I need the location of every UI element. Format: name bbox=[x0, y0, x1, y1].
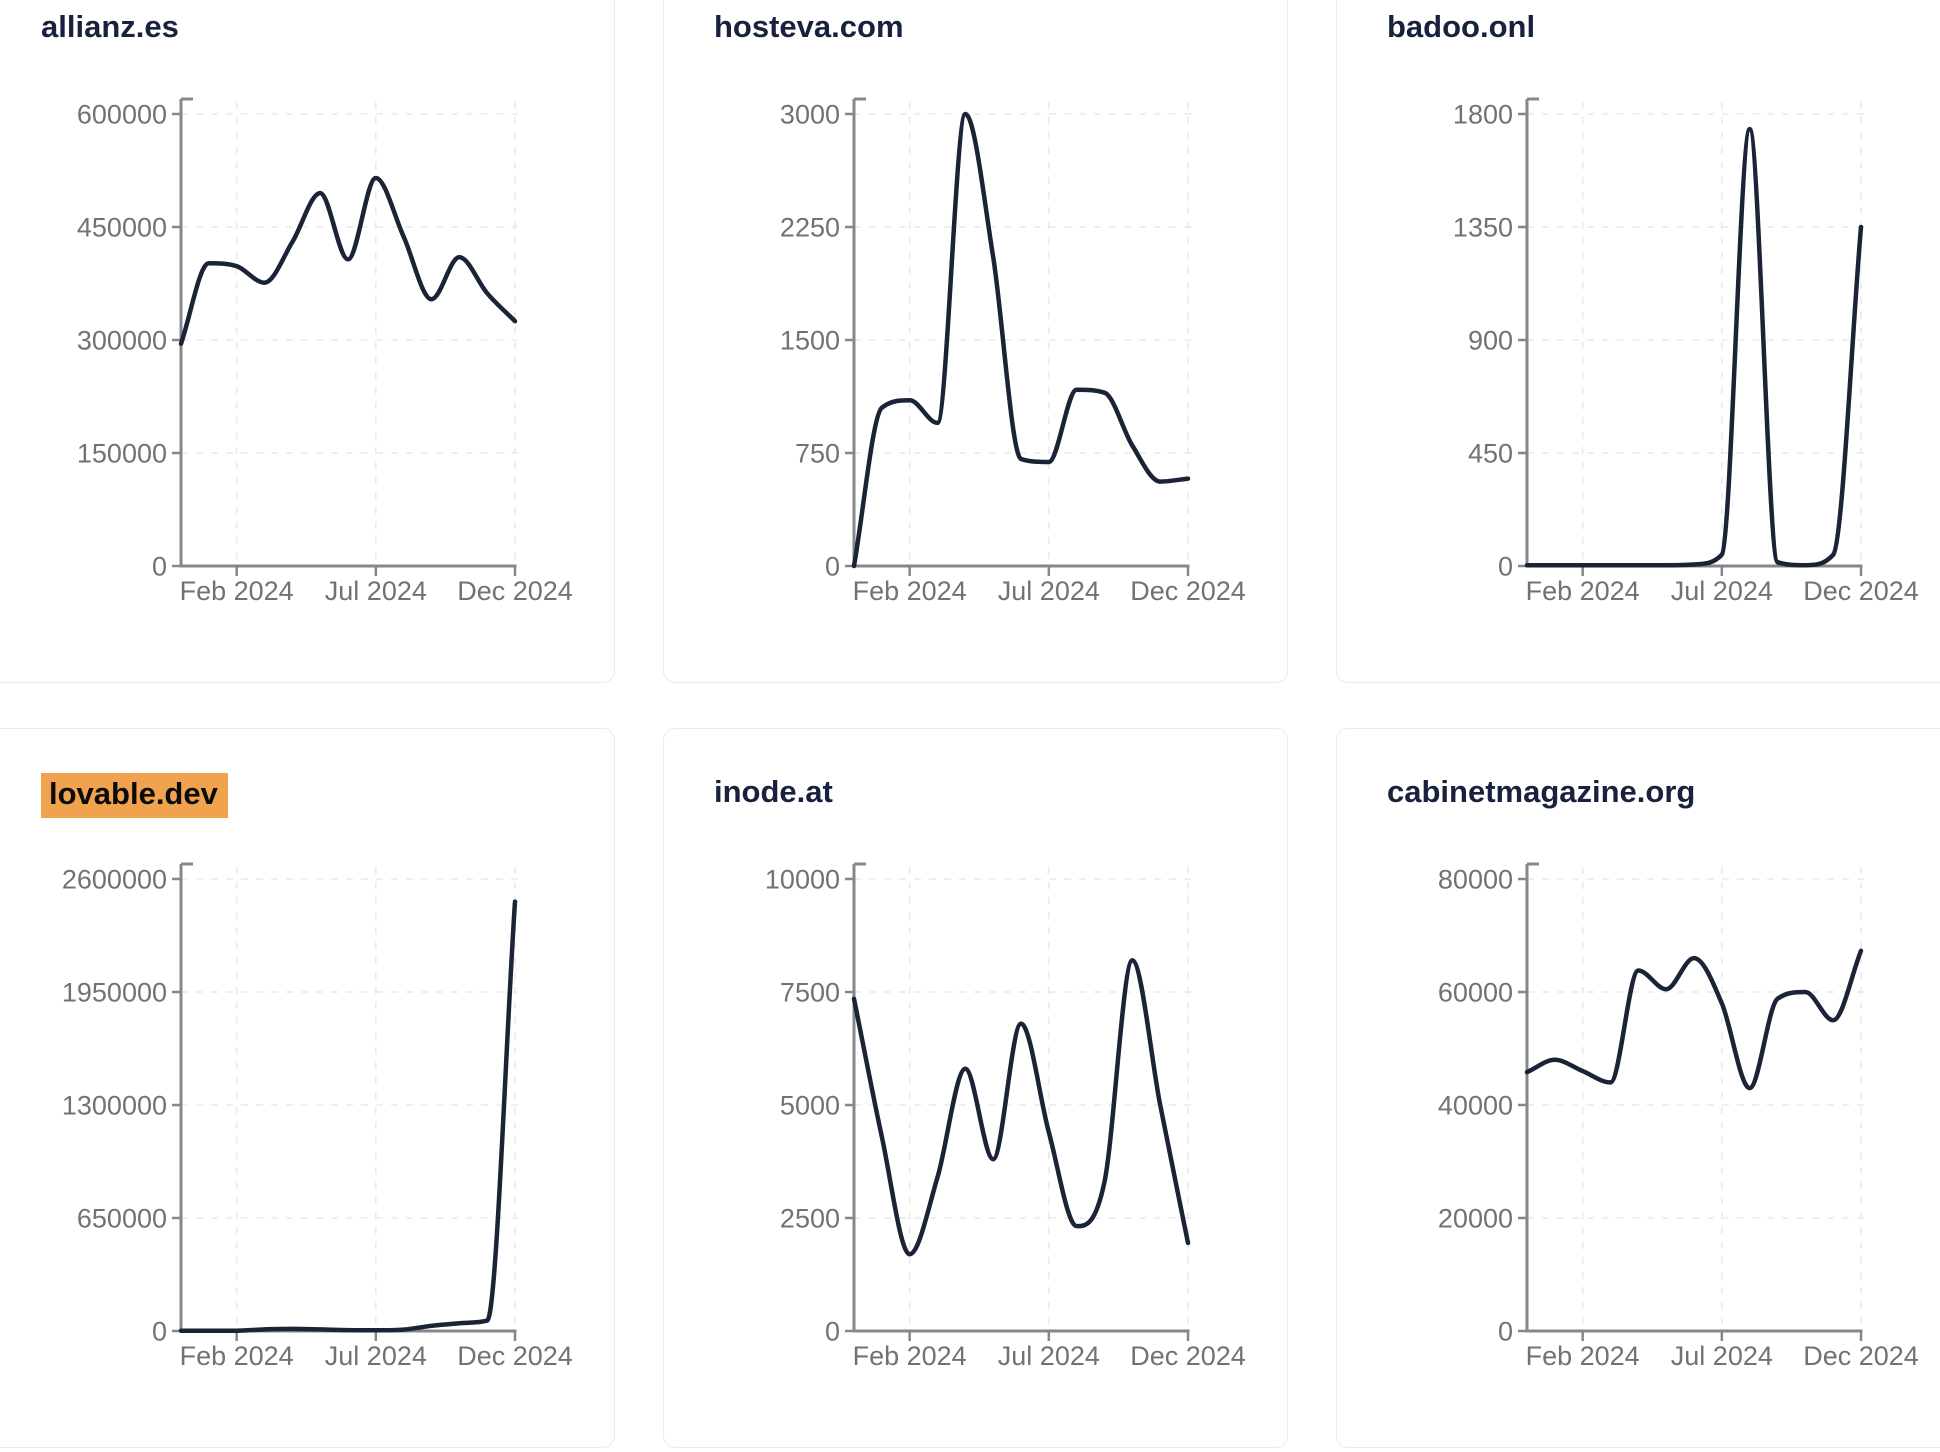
line-chart: 0 650000 1300000 1950000 2600000 Feb 2024 Jul … bbox=[0, 729, 616, 1449]
svg-text:1950000: 1950000 bbox=[62, 978, 167, 1008]
svg-text:Dec 2024: Dec 2024 bbox=[1130, 576, 1246, 606]
svg-text:Feb 2024: Feb 2024 bbox=[180, 576, 294, 606]
svg-text:Jul 2024: Jul 2024 bbox=[1671, 1341, 1773, 1371]
svg-text:150000: 150000 bbox=[77, 439, 167, 469]
line-chart: 0 450 900 1350 1800 Feb 2024 Jul 2024 Dec 2024 bbox=[1337, 0, 1940, 684]
line-chart: 0 150000 300000 450000 600000 Feb 2024 Jul 202… bbox=[0, 0, 616, 684]
svg-text:Jul 2024: Jul 2024 bbox=[1671, 576, 1773, 606]
svg-text:Dec 2024: Dec 2024 bbox=[457, 576, 573, 606]
svg-text:0: 0 bbox=[825, 1317, 840, 1347]
chart-title: lovable.dev bbox=[41, 773, 228, 818]
chart-card: 0 650000 1300000 1950000 2600000 Feb 2024 Jul … bbox=[0, 728, 615, 1448]
svg-text:2500: 2500 bbox=[780, 1204, 840, 1234]
svg-text:0: 0 bbox=[825, 552, 840, 582]
chart-card: 0 150000 300000 450000 600000 Feb 2024 Jul 202… bbox=[0, 0, 615, 683]
svg-text:Feb 2024: Feb 2024 bbox=[1526, 576, 1640, 606]
svg-text:750: 750 bbox=[795, 439, 840, 469]
chart-title: badoo.onl bbox=[1387, 9, 1536, 44]
svg-text:Feb 2024: Feb 2024 bbox=[180, 1341, 294, 1371]
chart-card: 0 450 900 1350 1800 Feb 2024 Jul 2024 Dec 2024 … bbox=[1336, 0, 1940, 683]
svg-text:300000: 300000 bbox=[77, 326, 167, 356]
svg-text:Feb 2024: Feb 2024 bbox=[853, 576, 967, 606]
svg-text:450000: 450000 bbox=[77, 213, 167, 243]
svg-text:900: 900 bbox=[1468, 326, 1513, 356]
svg-text:3000: 3000 bbox=[780, 100, 840, 130]
svg-text:Jul 2024: Jul 2024 bbox=[998, 1341, 1100, 1371]
svg-text:Feb 2024: Feb 2024 bbox=[853, 1341, 967, 1371]
svg-text:Feb 2024: Feb 2024 bbox=[1526, 1341, 1640, 1371]
svg-text:1300000: 1300000 bbox=[62, 1091, 167, 1121]
line-chart: 0 750 1500 2250 3000 Feb 2024 Jul 2024 Dec 2024 bbox=[664, 0, 1289, 684]
svg-text:Dec 2024: Dec 2024 bbox=[457, 1341, 573, 1371]
svg-text:0: 0 bbox=[152, 1317, 167, 1347]
svg-text:600000: 600000 bbox=[77, 100, 167, 130]
svg-text:2600000: 2600000 bbox=[62, 865, 167, 895]
svg-text:80000: 80000 bbox=[1438, 865, 1513, 895]
chart-card: 0 750 1500 2250 3000 Feb 2024 Jul 2024 Dec 2024… bbox=[663, 0, 1288, 683]
svg-text:450: 450 bbox=[1468, 439, 1513, 469]
svg-text:0: 0 bbox=[1498, 1317, 1513, 1347]
svg-text:Dec 2024: Dec 2024 bbox=[1803, 576, 1919, 606]
svg-text:Jul 2024: Jul 2024 bbox=[998, 576, 1100, 606]
svg-text:0: 0 bbox=[152, 552, 167, 582]
svg-text:Jul 2024: Jul 2024 bbox=[325, 576, 427, 606]
chart-title: hosteva.com bbox=[714, 9, 904, 44]
svg-text:7500: 7500 bbox=[780, 978, 840, 1008]
svg-text:60000: 60000 bbox=[1438, 978, 1513, 1008]
svg-text:1350: 1350 bbox=[1453, 213, 1513, 243]
svg-text:40000: 40000 bbox=[1438, 1091, 1513, 1121]
svg-text:2250: 2250 bbox=[780, 213, 840, 243]
chart-card: 0 2500 5000 7500 10000 Feb 2024 Jul 2024 Dec 20… bbox=[663, 728, 1288, 1448]
svg-text:1500: 1500 bbox=[780, 326, 840, 356]
svg-text:20000: 20000 bbox=[1438, 1204, 1513, 1234]
chart-title: allianz.es bbox=[41, 9, 179, 44]
chart-card: 0 20000 40000 60000 80000 Feb 2024 Jul 2024 Dec… bbox=[1336, 728, 1940, 1448]
line-chart: 0 20000 40000 60000 80000 Feb 2024 Jul 2024 Dec… bbox=[1337, 729, 1940, 1449]
svg-text:Dec 2024: Dec 2024 bbox=[1803, 1341, 1919, 1371]
svg-text:1800: 1800 bbox=[1453, 100, 1513, 130]
chart-title: inode.at bbox=[714, 774, 833, 809]
svg-text:Dec 2024: Dec 2024 bbox=[1130, 1341, 1246, 1371]
chart-title: cabinetmagazine.org bbox=[1387, 774, 1696, 809]
svg-text:Jul 2024: Jul 2024 bbox=[325, 1341, 427, 1371]
line-chart: 0 2500 5000 7500 10000 Feb 2024 Jul 2024 Dec 20… bbox=[664, 729, 1289, 1449]
svg-text:650000: 650000 bbox=[77, 1204, 167, 1234]
svg-text:5000: 5000 bbox=[780, 1091, 840, 1121]
svg-text:0: 0 bbox=[1498, 552, 1513, 582]
svg-text:10000: 10000 bbox=[765, 865, 840, 895]
